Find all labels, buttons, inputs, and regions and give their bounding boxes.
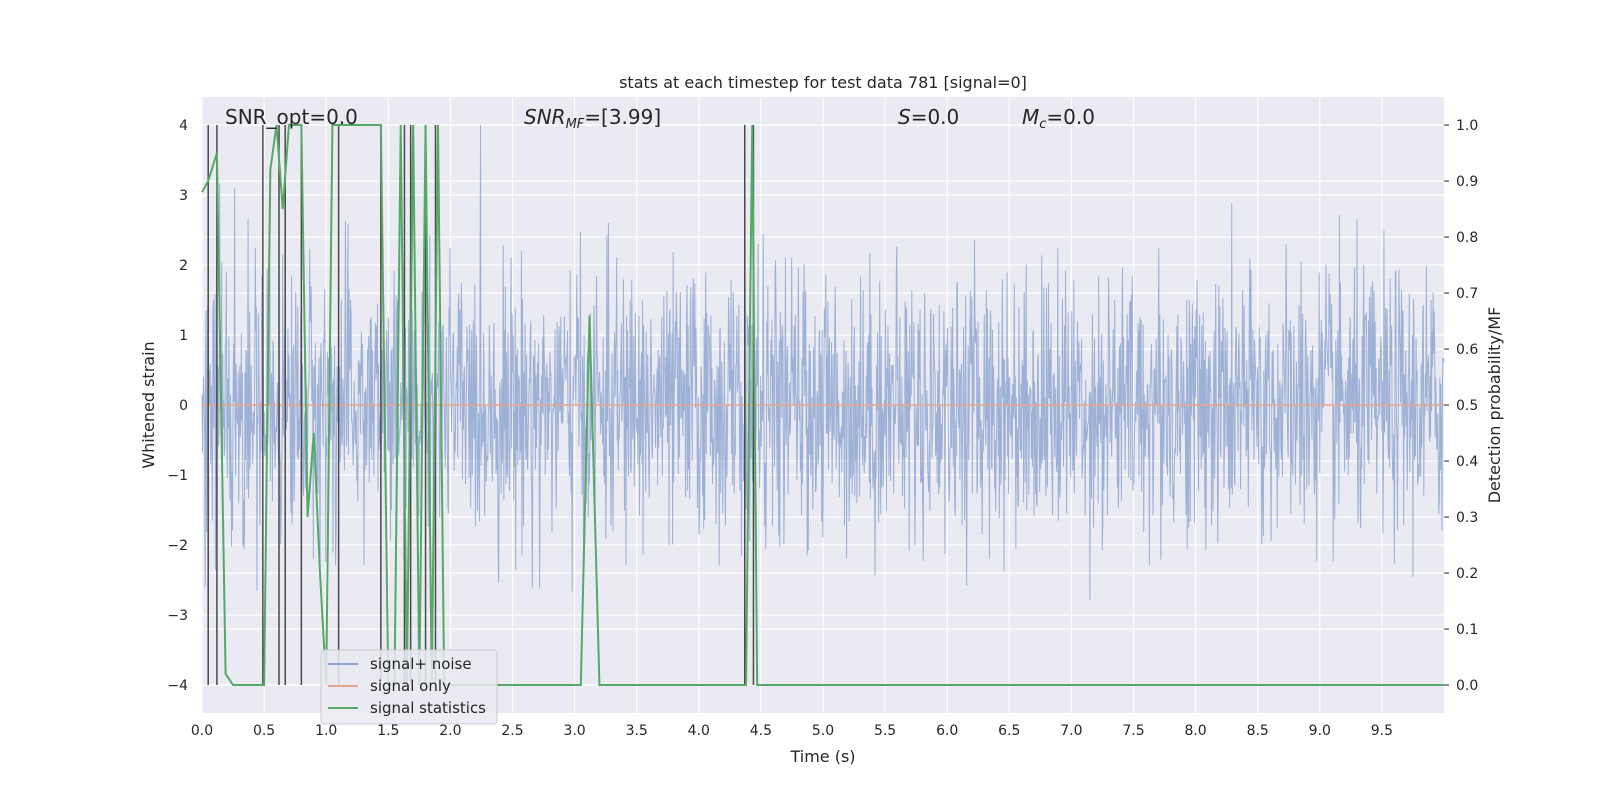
x-tick-label-19: 9.5	[1371, 723, 1393, 739]
x-tick-label-6: 3.0	[563, 723, 585, 739]
y-left-tick-label-8: 4	[179, 118, 188, 134]
x-axis-ticks: 0.0 0.5 1.0 1.5 2.0 2.5 3.0 3.5 4.0 4.5 5.0 5.5 6.0 6…	[191, 723, 1393, 739]
annotation-snr-mf-value: =[3.99]	[584, 105, 661, 129]
annotation-s-prefix: S	[898, 105, 911, 129]
y-right-tick-label-8: 0.8	[1456, 230, 1478, 246]
annotation-snr-mf: SNRMF=[3.99]	[524, 105, 661, 132]
y-right-tick-label-4: 0.4	[1456, 454, 1478, 470]
y-right-tick-label-1: 0.1	[1456, 622, 1478, 638]
legend: signal+ noise signal only signal statist…	[320, 649, 498, 725]
signal-statistics-line	[201, 124, 1444, 686]
x-tick-label-11: 5.5	[874, 723, 896, 739]
legend-label-signal-statistics: signal statistics	[370, 699, 486, 717]
y-right-tick-label-3: 0.3	[1456, 510, 1478, 526]
x-tick-label-0: 0.0	[191, 723, 213, 739]
annotation-s: S=0.0	[898, 105, 959, 129]
x-tick-label-15: 7.5	[1122, 723, 1144, 739]
x-tick-label-5: 2.5	[501, 723, 523, 739]
chart-title: stats at each timestep for test data 781…	[619, 73, 1027, 92]
y-right-axis-ticks: 0.0 0.1 0.2 0.3 0.4 0.5 0.6 0.7 0.8 0.9 1.0	[1444, 118, 1478, 694]
x-tick-label-17: 8.5	[1247, 723, 1269, 739]
y-left-tick-label-2: −2	[167, 538, 188, 554]
y-right-axis-label: Detection probability/MF	[1485, 307, 1504, 504]
legend-box	[320, 649, 498, 725]
annotation-mc-prefix: M	[1022, 105, 1039, 129]
y-right-tick-label-2: 0.2	[1456, 566, 1478, 582]
y-right-tick-label-6: 0.6	[1456, 342, 1478, 358]
y-left-axis-label: Whitened strain	[139, 341, 158, 468]
x-tick-label-2: 1.0	[315, 723, 337, 739]
y-right-tick-label-0: 0.0	[1456, 678, 1478, 694]
x-tick-label-1: 0.5	[253, 723, 275, 739]
series-signal-statistics	[201, 124, 1444, 686]
y-left-tick-label-3: −1	[167, 468, 188, 484]
y-left-axis-ticks: −4 −3 −2 −1 0 1 2 3 4	[167, 118, 188, 694]
x-axis-label: Time (s)	[789, 747, 855, 766]
x-tick-label-12: 6.0	[936, 723, 958, 739]
legend-label-signal-only: signal only	[370, 677, 451, 695]
y-left-tick-label-1: −3	[167, 608, 188, 624]
x-tick-label-16: 8.0	[1184, 723, 1206, 739]
x-tick-label-8: 4.0	[688, 723, 710, 739]
x-tick-label-3: 1.5	[377, 723, 399, 739]
x-tick-label-9: 4.5	[750, 723, 772, 739]
y-right-tick-label-5: 0.5	[1456, 398, 1478, 414]
annotation-snr-mf-prefix: SNR	[524, 105, 566, 129]
y-left-tick-label-4: 0	[179, 398, 188, 414]
y-left-tick-label-7: 3	[179, 188, 188, 204]
annotation-mc-sub: c	[1039, 117, 1046, 132]
legend-label-signal-noise: signal+ noise	[370, 655, 472, 673]
x-tick-label-14: 7.0	[1060, 723, 1082, 739]
annotation-s-value: =0.0	[911, 105, 960, 129]
annotation-mc-value: =0.0	[1046, 105, 1095, 129]
y-right-tick-label-7: 0.7	[1456, 286, 1478, 302]
x-tick-label-18: 9.0	[1309, 723, 1331, 739]
y-left-tick-label-0: −4	[167, 678, 188, 694]
x-tick-label-7: 3.5	[626, 723, 648, 739]
y-left-tick-label-6: 2	[179, 258, 188, 274]
y-right-tick-label-9: 0.9	[1456, 174, 1478, 190]
annotation-snr-opt: SNR_opt=0.0	[225, 105, 358, 129]
y-right-tick-label-10: 1.0	[1456, 118, 1478, 134]
y-left-tick-label-5: 1	[179, 328, 188, 344]
x-tick-label-10: 5.0	[812, 723, 834, 739]
annotation-snr-mf-sub: MF	[566, 117, 585, 132]
x-tick-label-13: 6.5	[998, 723, 1020, 739]
x-tick-label-4: 2.0	[439, 723, 461, 739]
annotation-mc: Mc=0.0	[1022, 105, 1095, 132]
